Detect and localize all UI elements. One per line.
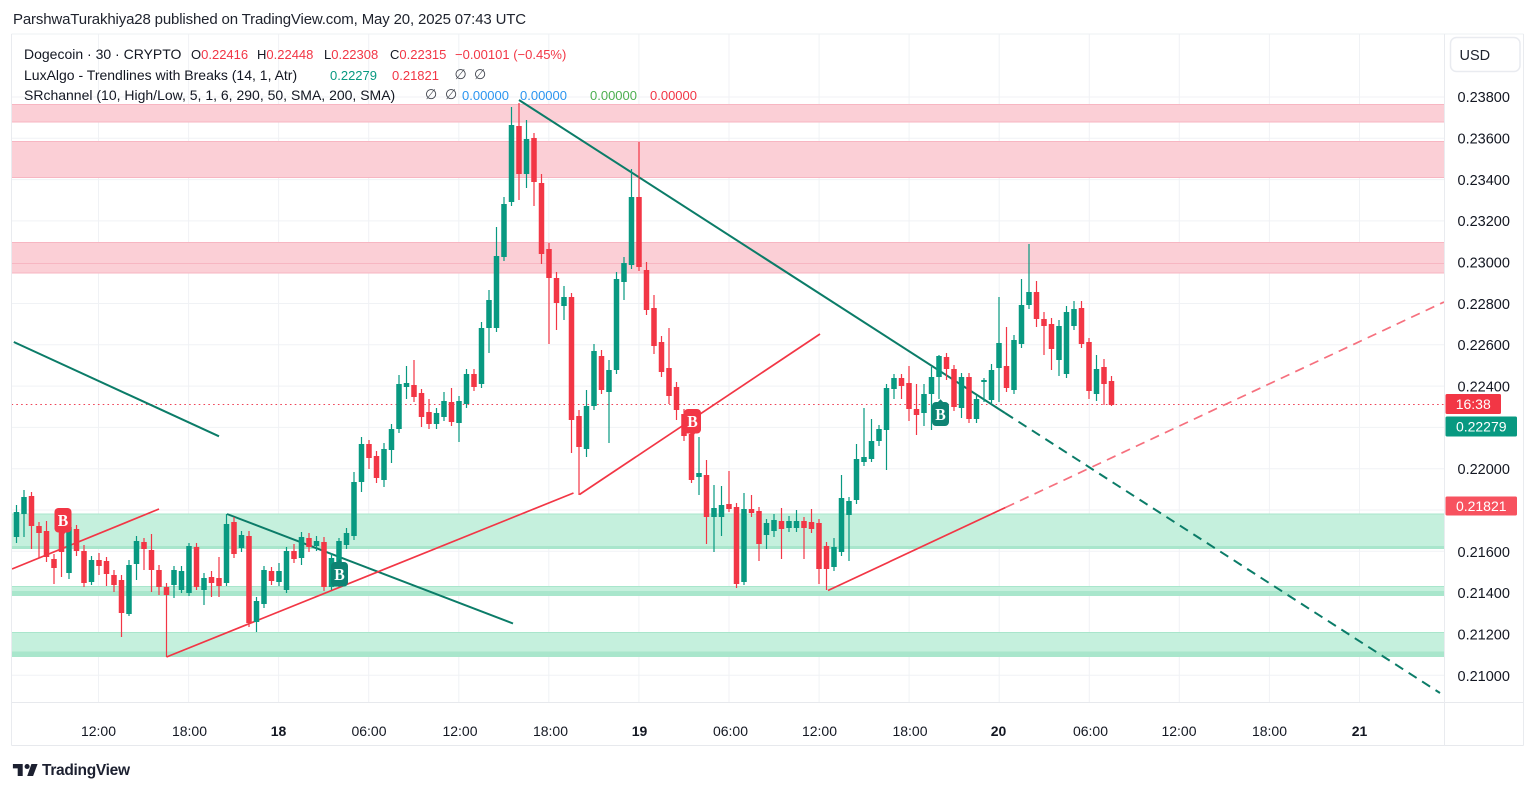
svg-text:12:00: 12:00 xyxy=(802,723,837,739)
svg-text:TradingView: TradingView xyxy=(42,762,131,779)
svg-text:18:00: 18:00 xyxy=(1252,723,1287,739)
svg-text:06:00: 06:00 xyxy=(1073,723,1108,739)
svg-text:B: B xyxy=(935,405,946,424)
svg-text:12:00: 12:00 xyxy=(81,723,116,739)
svg-text:0.21600: 0.21600 xyxy=(1458,545,1510,561)
svg-text:0.23200: 0.23200 xyxy=(1458,214,1510,230)
svg-text:06:00: 06:00 xyxy=(351,723,386,739)
svg-text:0.21200: 0.21200 xyxy=(1458,628,1510,644)
svg-text:0.22279: 0.22279 xyxy=(1456,419,1507,435)
svg-text:12:00: 12:00 xyxy=(442,723,477,739)
svg-text:19: 19 xyxy=(632,723,648,739)
svg-text:12:00: 12:00 xyxy=(1161,723,1196,739)
svg-text:0.22000: 0.22000 xyxy=(1458,462,1510,478)
svg-text:0.23000: 0.23000 xyxy=(1458,256,1510,272)
svg-text:0.21000: 0.21000 xyxy=(1458,669,1510,685)
svg-text:16:38: 16:38 xyxy=(1456,396,1491,412)
svg-text:0.23600: 0.23600 xyxy=(1458,132,1510,148)
svg-text:USD: USD xyxy=(1460,48,1491,64)
svg-text:B: B xyxy=(58,511,69,530)
svg-text:18:00: 18:00 xyxy=(172,723,207,739)
svg-text:18:00: 18:00 xyxy=(533,723,568,739)
svg-text:0.21821: 0.21821 xyxy=(1456,498,1507,514)
svg-text:18: 18 xyxy=(271,723,287,739)
svg-text:06:00: 06:00 xyxy=(713,723,748,739)
svg-text:20: 20 xyxy=(991,723,1007,739)
svg-text:21: 21 xyxy=(1352,723,1368,739)
svg-text:0.22400: 0.22400 xyxy=(1458,380,1510,396)
svg-text:0.23400: 0.23400 xyxy=(1458,173,1510,189)
svg-text:0.23800: 0.23800 xyxy=(1458,90,1510,106)
svg-text:0.22600: 0.22600 xyxy=(1458,338,1510,354)
svg-text:18:00: 18:00 xyxy=(892,723,927,739)
svg-text:0.21400: 0.21400 xyxy=(1458,586,1510,602)
svg-text:B: B xyxy=(334,565,345,584)
svg-text:B: B xyxy=(687,412,698,431)
svg-text:0.22800: 0.22800 xyxy=(1458,297,1510,313)
